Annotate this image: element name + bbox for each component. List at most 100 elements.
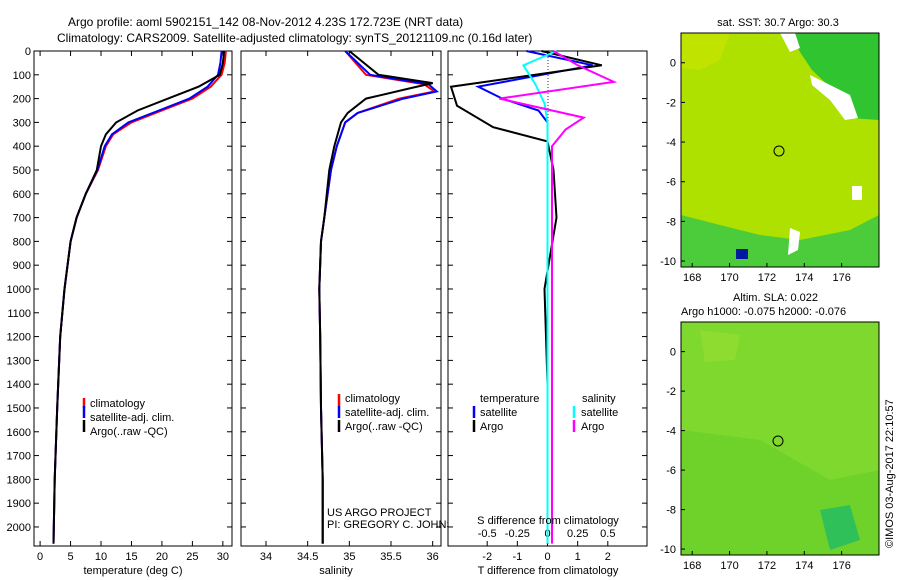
x-tick-label: 30 <box>217 551 229 563</box>
legend-climatology: climatology <box>345 393 401 405</box>
salinity-panel: 34 34.5 35 35.5 36 salinity climatology sate… <box>240 50 470 577</box>
sst-map-axes: 168 170 172 174 176 0 -2 -4 -6 -8 -10 <box>660 32 880 284</box>
y-tick-label: 1200 <box>7 332 31 344</box>
y-tick-label: 1800 <box>7 474 31 486</box>
y-tick-label: 1100 <box>7 308 31 320</box>
x-tick-label: 0 <box>544 551 550 563</box>
y-tick-label: 1500 <box>7 403 31 415</box>
map-y-tick-label: -2 <box>666 97 676 109</box>
land-patch-1 <box>810 75 858 120</box>
y-tick-label: 600 <box>13 189 31 201</box>
y-tick-label: 100 <box>13 70 31 82</box>
map-x-tick-label: 176 <box>832 272 850 284</box>
x-tick-label: 1 <box>575 551 581 563</box>
y-tick-label: 1400 <box>7 379 31 391</box>
legend-climatology: climatology <box>90 398 146 410</box>
map-x-tick-label: 174 <box>795 560 813 572</box>
salinity-series <box>318 50 439 544</box>
sla-map-panel: Altim. SLA: 0.022 Argo h1000: -0.075 h20… <box>660 292 880 572</box>
x-tick-label: 10 <box>95 551 107 563</box>
y-tick-label: 400 <box>13 141 31 153</box>
map-y-tick-label: -10 <box>660 256 676 268</box>
x-tick-label: 2 <box>605 551 611 563</box>
difference-panel: -2 -1 0 1 2 -0.5 -0.25 0 0.25 0.5 S difference f… <box>447 50 648 577</box>
y-tick-label: 300 <box>13 117 31 129</box>
cold-patch <box>736 249 748 259</box>
legend-satellite: satellite-adj. clim. <box>90 412 174 424</box>
legend-header-salinity: salinity <box>582 393 616 405</box>
x-tick-label: 34 <box>260 551 272 563</box>
project-line-1: US ARGO PROJECT <box>327 507 432 519</box>
imos-stamp: ©IMOS 03-Aug-2017 22:10:57 <box>884 399 896 548</box>
s-difference-label: S difference from climatology <box>477 515 619 527</box>
difference-x-axis: -2 -1 0 1 2 <box>482 51 611 563</box>
argo-location-marker <box>772 435 784 447</box>
y-tick-label: 1600 <box>7 427 31 439</box>
series-line <box>499 50 618 544</box>
x-tick-label: -2 <box>482 551 492 563</box>
temperature-legend: climatology satellite-adj. clim. Argo(..… <box>82 398 174 438</box>
sst-map-panel: sat. SST: 30.7 Argo: 30.3 168 170 172 174 17… <box>660 17 880 284</box>
series-line <box>521 50 557 544</box>
temperature-series <box>52 50 227 544</box>
x-tick-label: 36 <box>427 551 439 563</box>
y-tick-label: 1300 <box>7 355 31 367</box>
y-tick-label: 500 <box>13 165 31 177</box>
x-tick-label: 34.5 <box>297 551 318 563</box>
map-x-tick-label: 168 <box>683 560 701 572</box>
y-tick-label: 1000 <box>7 284 31 296</box>
y-tick-label: 0 <box>25 46 31 58</box>
x2-tick-label: 0.25 <box>567 528 588 540</box>
x-tick-label: 0 <box>37 551 43 563</box>
sla-high-patch <box>700 330 740 362</box>
land-patch-4 <box>852 186 862 200</box>
sla-map-axes: 168 170 172 174 176 0 -2 -4 -6 -8 -10 <box>660 321 880 572</box>
map-y-tick-label: 0 <box>670 58 676 70</box>
legend-argo: Argo(..raw -QC) <box>345 421 423 433</box>
salinity-xlabel: salinity <box>319 565 353 577</box>
map-x-tick-label: 172 <box>758 560 776 572</box>
y-tick-label: 200 <box>13 94 31 106</box>
sla-map-title-2: Argo h1000: -0.075 h2000: -0.076 <box>681 306 846 318</box>
map-y-tick-label: -6 <box>666 465 676 477</box>
x2-tick-label: 0.5 <box>600 528 615 540</box>
land-patch-2 <box>780 33 800 52</box>
x-tick-label: 35 <box>343 551 355 563</box>
project-line-2: PI: GREGORY C. JOHNSON <box>327 519 470 531</box>
legend-s-satellite: satellite <box>581 407 618 419</box>
legend-argo: Argo(..raw -QC) <box>90 426 168 438</box>
x-tick-label: 35.5 <box>380 551 401 563</box>
map-y-tick-label: -4 <box>666 426 676 438</box>
x2-tick-label: -0.5 <box>478 528 497 540</box>
x-tick-label: -1 <box>512 551 522 563</box>
sst-south-region <box>681 215 879 267</box>
temperature-panel: 0100200300400500600700800900100011001200… <box>7 46 233 577</box>
map-y-tick-label: -2 <box>666 386 676 398</box>
legend-t-argo: Argo <box>480 421 503 433</box>
difference-series <box>449 50 618 544</box>
map-frame <box>680 321 880 556</box>
x-tick-label: 15 <box>125 551 137 563</box>
x-tick-label: 5 <box>67 551 73 563</box>
y-tick-label: 2000 <box>7 522 31 534</box>
sst-map-title: sat. SST: 30.7 Argo: 30.3 <box>717 17 839 29</box>
salinity-y-ticks <box>241 50 441 528</box>
sst-warm-region <box>790 33 879 120</box>
map-x-tick-label: 170 <box>720 272 738 284</box>
sla-low-patch <box>820 505 860 550</box>
map-y-tick-label: -6 <box>666 177 676 189</box>
temperature-axes <box>33 50 233 547</box>
difference-y-ticks <box>448 50 647 528</box>
series-line <box>318 50 433 544</box>
t-difference-label: T difference from climatology <box>478 565 619 577</box>
x-tick-label: 25 <box>186 551 198 563</box>
legend-t-satellite: satellite <box>480 407 517 419</box>
salinity-x-axis: 34 34.5 35 35.5 36 <box>260 51 439 563</box>
legend-header-temperature: temperature <box>480 393 539 405</box>
salinity-legend: climatology satellite-adj. clim. Argo(..… <box>337 393 429 433</box>
series-line <box>52 50 226 544</box>
map-frame <box>680 32 880 268</box>
depth-axis: 0 100 200 300 400 500 600 700 800 900 1000 1100 1200… <box>7 46 232 534</box>
y-tick-label: 1900 <box>7 498 31 510</box>
